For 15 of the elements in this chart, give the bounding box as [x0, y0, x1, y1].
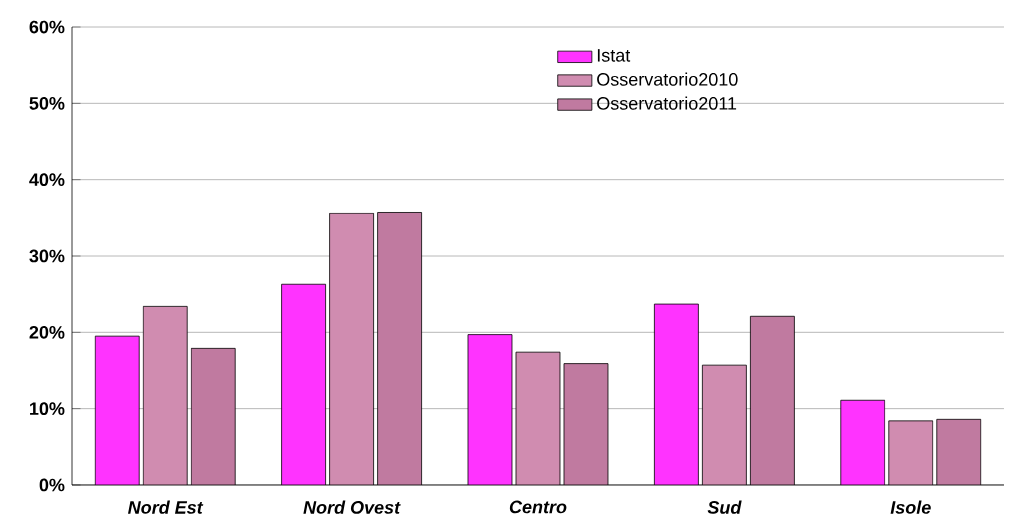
- y-tick-label: 0%: [39, 478, 65, 492]
- x-tick-label: Nord Ovest: [303, 500, 401, 514]
- x-tick-label: Nord Est: [128, 500, 204, 514]
- y-tick-label: 60%: [29, 20, 65, 34]
- y-tick-label: 40%: [29, 173, 65, 187]
- legend-label: Osservatorio2011: [597, 96, 737, 110]
- x-tick-label: Sud: [707, 500, 742, 514]
- y-tick-label: 20%: [29, 325, 65, 339]
- x-tick-label: Isole: [890, 500, 931, 514]
- y-tick-label: 10%: [30, 402, 65, 416]
- y-tick-label: 30%: [29, 249, 65, 263]
- legend-label: Osservatorio2010: [597, 72, 738, 86]
- y-tick-label: 50%: [29, 96, 65, 110]
- x-tick-label: Centro: [509, 500, 567, 514]
- legend-label: Istat: [597, 49, 631, 62]
